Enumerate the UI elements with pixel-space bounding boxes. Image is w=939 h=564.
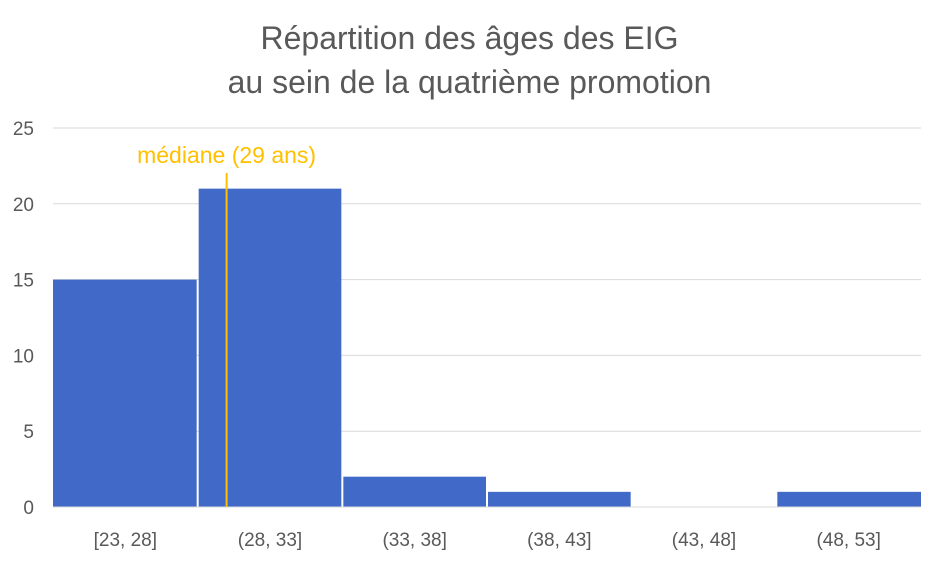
y-tick-label: 15 bbox=[13, 271, 34, 292]
x-tick-label: (38, 43] bbox=[527, 530, 591, 551]
x-tick-label: (48, 53] bbox=[816, 530, 880, 551]
bar-5 bbox=[777, 491, 921, 507]
y-tick-label: 25 bbox=[13, 119, 34, 140]
x-tick-label: (43, 48] bbox=[672, 530, 736, 551]
median-label: médiane (29 ans) bbox=[137, 142, 316, 168]
x-tick-label: (28, 33] bbox=[238, 530, 302, 551]
y-tick-label: 20 bbox=[13, 195, 34, 216]
bar-3 bbox=[488, 491, 631, 507]
chart-title-line-1: Répartition des âges des EIG bbox=[260, 20, 679, 56]
y-tick-label: 0 bbox=[23, 498, 34, 519]
y-tick-label: 10 bbox=[13, 346, 34, 367]
y-tick-label: 5 bbox=[23, 422, 34, 443]
x-tick-label: [23, 28] bbox=[94, 530, 157, 551]
bar-1 bbox=[198, 188, 342, 507]
bar-2 bbox=[343, 476, 486, 507]
chart-title-line-2: au sein de la quatrième promotion bbox=[227, 64, 712, 100]
x-tick-label: (33, 38] bbox=[382, 530, 446, 551]
bar-0 bbox=[53, 279, 197, 507]
